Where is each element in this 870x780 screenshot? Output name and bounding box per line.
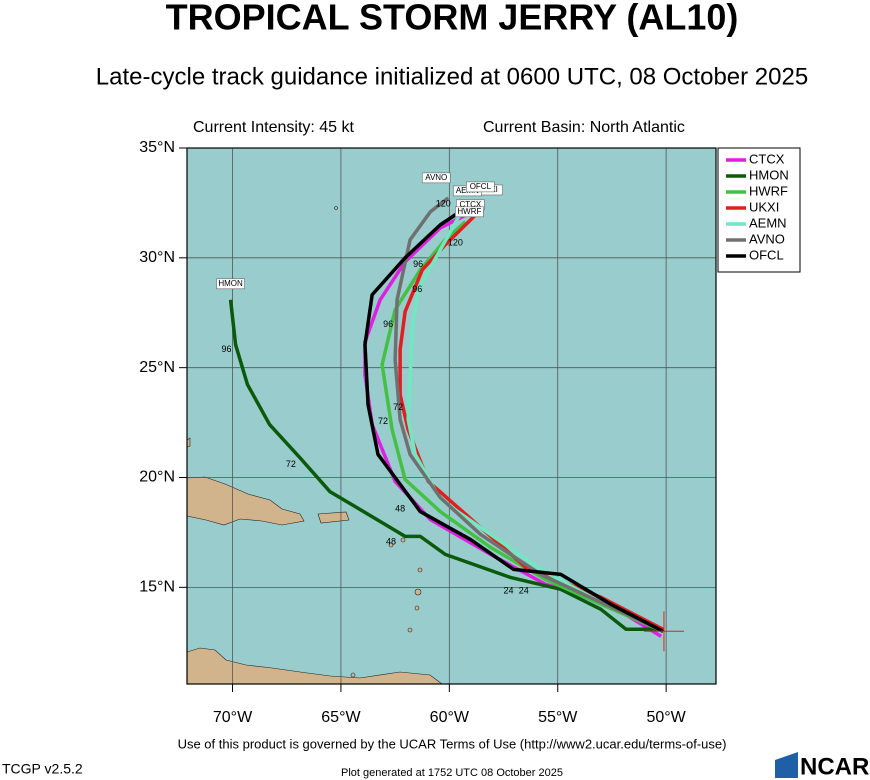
legend-label: HWRF [749, 183, 788, 198]
hour-label: 96 [413, 259, 423, 269]
x-tick-label: 70°W [213, 709, 253, 726]
x-tick-label: 55°W [538, 709, 578, 726]
hour-label: 24 [519, 586, 529, 596]
legend-box [717, 147, 801, 273]
x-tick-label: 65°W [321, 709, 361, 726]
model-label-box [455, 206, 484, 218]
model-label: AVNO [425, 173, 447, 182]
legend-label: UKXI [749, 199, 779, 214]
legend-label: AVNO [749, 231, 785, 246]
legend-label: OFCL [749, 247, 784, 262]
hour-label: 96 [412, 284, 422, 294]
legend-label: HMON [749, 167, 789, 182]
model-label: OFCL [470, 182, 492, 191]
legend-label: CTCX [749, 151, 785, 166]
version: TCGP v2.5.2 [2, 761, 83, 777]
basin: Current Basin: North Atlantic [483, 119, 685, 136]
track-line [393, 196, 664, 633]
hour-label: 120 [448, 237, 463, 247]
hour-label: 96 [383, 319, 393, 329]
terms: Use of this product is governed by the U… [178, 736, 727, 751]
logo: NCAR [800, 753, 869, 780]
model-label-box [421, 172, 451, 184]
logo-mark [775, 752, 798, 778]
hour-label: 120 [436, 198, 451, 208]
model-label-box [216, 278, 245, 290]
land [186, 206, 443, 685]
hour-label: 72 [378, 416, 388, 426]
generated: Plot generated at 1752 UTC 08 October 20… [341, 767, 563, 779]
hour-label: 48 [386, 537, 396, 547]
y-tick-label: 35°N [139, 139, 175, 156]
model-label: CTCX [459, 200, 481, 209]
hour-label: 48 [395, 504, 405, 514]
track-line [363, 203, 664, 633]
y-tick-label: 30°N [139, 249, 175, 266]
model-label: HMON [218, 279, 243, 288]
track-line [228, 299, 664, 632]
hour-label: 72 [286, 459, 296, 469]
subtitle: Late-cycle track guidance initialized at… [96, 63, 808, 90]
y-tick-label: 15°N [139, 579, 175, 596]
model-label: HWRF [457, 207, 481, 216]
intensity: Current Intensity: 45 kt [193, 119, 355, 136]
legend-label: AEMN [749, 215, 787, 230]
hour-label: 96 [221, 344, 231, 354]
model-label-box [466, 181, 495, 193]
hour-label: 72 [393, 402, 403, 412]
hour-label: 24 [504, 586, 514, 596]
y-tick-label: 25°N [139, 359, 175, 376]
title: TROPICAL STORM JERRY (AL10) [166, 0, 739, 38]
x-tick-label: 50°W [646, 709, 686, 726]
track-line [380, 220, 664, 633]
plot-frame [186, 147, 717, 685]
y-tick-label: 20°N [139, 469, 175, 486]
x-tick-label: 60°W [430, 709, 470, 726]
